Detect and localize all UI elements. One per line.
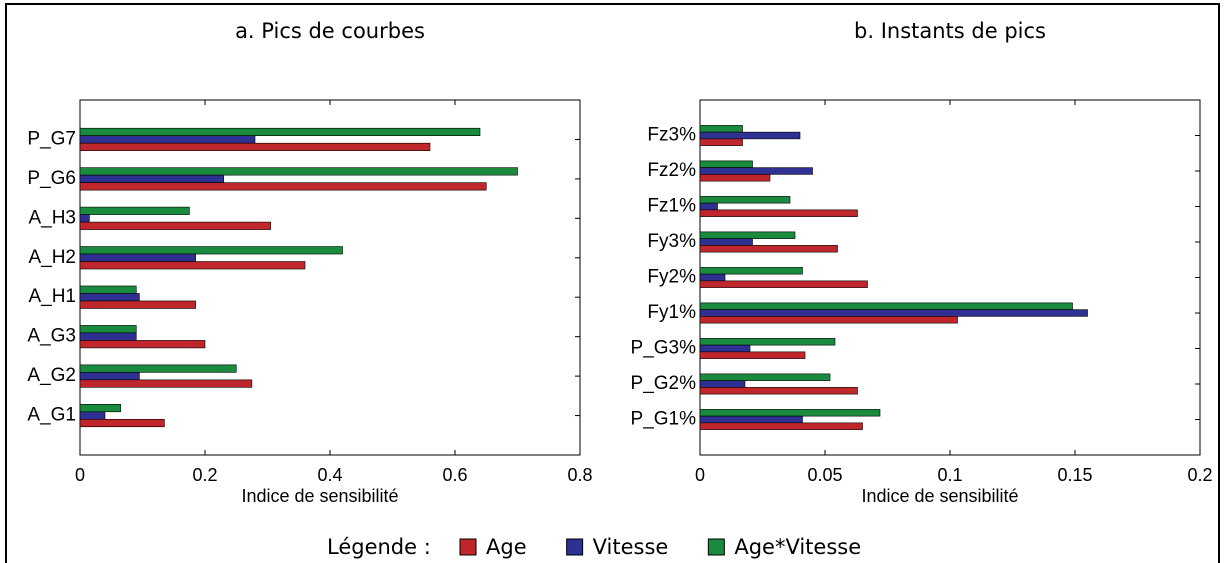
x-tick-label: 0.15 xyxy=(1057,465,1092,485)
bar xyxy=(699,273,726,282)
bar xyxy=(699,267,803,275)
bar xyxy=(79,142,431,151)
legend-swatch xyxy=(459,538,477,556)
bar xyxy=(79,135,256,144)
x-tick-label: 0.05 xyxy=(807,465,842,485)
bar xyxy=(699,302,1073,310)
bar xyxy=(79,174,225,183)
x-tick-label: 0.2 xyxy=(1187,465,1212,485)
bar xyxy=(79,332,137,341)
x-tick-label: 0.6 xyxy=(442,465,467,485)
bar xyxy=(699,125,743,133)
x-axis-label: Indice de sensibilité xyxy=(861,486,1018,506)
x-tick-label: 0.8 xyxy=(567,465,592,485)
legend-swatch xyxy=(707,538,725,556)
bar xyxy=(79,221,271,230)
y-tick-label: Fz2% xyxy=(647,160,696,181)
bar xyxy=(79,206,190,215)
bar xyxy=(79,214,90,223)
bar xyxy=(699,344,751,353)
bar xyxy=(79,167,518,176)
x-axis-label: Indice de sensibilité xyxy=(241,486,398,506)
bar xyxy=(699,373,831,381)
bar xyxy=(699,160,753,168)
bar xyxy=(79,127,481,136)
y-tick-label: Fz3% xyxy=(647,125,696,146)
plot-area xyxy=(699,99,1201,456)
bar xyxy=(79,325,137,334)
legend-swatch xyxy=(566,538,584,556)
bar xyxy=(79,300,196,309)
bar xyxy=(699,138,743,146)
y-tick-label: P_G7 xyxy=(27,128,76,149)
x-tick-label: 0 xyxy=(695,465,705,485)
y-tick-label: P_G1% xyxy=(631,409,697,430)
bar xyxy=(699,231,796,239)
bar xyxy=(699,209,858,217)
bar xyxy=(699,238,753,246)
y-tick-label: Fy2% xyxy=(647,267,696,288)
bar xyxy=(699,196,791,204)
bar xyxy=(699,316,958,324)
bar xyxy=(699,167,813,175)
bar xyxy=(79,182,487,191)
x-tick-label: 0.4 xyxy=(317,465,342,485)
bar xyxy=(79,285,137,294)
y-tick-label: A_G2 xyxy=(27,365,76,386)
frame xyxy=(5,3,1220,563)
bar xyxy=(699,174,771,182)
bar xyxy=(79,372,140,381)
bar xyxy=(699,409,881,417)
bar xyxy=(79,293,140,302)
x-tick-label: 0 xyxy=(75,465,85,485)
legend-label: Vitesse xyxy=(593,535,669,559)
chart-title: b. Instants de pics xyxy=(854,19,1046,43)
bar xyxy=(79,261,306,270)
bar xyxy=(79,340,206,349)
bar xyxy=(79,419,165,428)
y-tick-label: Fz1% xyxy=(647,196,696,217)
bar xyxy=(699,351,806,359)
plot-area xyxy=(79,99,581,456)
bar xyxy=(79,246,343,255)
y-tick-label: A_H1 xyxy=(28,286,76,307)
bar xyxy=(699,202,718,211)
bar xyxy=(79,253,196,262)
y-tick-label: A_H3 xyxy=(28,207,76,228)
bar xyxy=(699,245,838,253)
y-tick-label: Fy1% xyxy=(647,302,696,323)
y-tick-label: P_G6 xyxy=(27,168,76,189)
bar xyxy=(699,415,803,424)
bar xyxy=(699,387,858,395)
bar xyxy=(699,422,863,430)
y-tick-label: A_H2 xyxy=(28,247,76,268)
y-tick-label: A_G1 xyxy=(27,405,76,426)
legend-label: Age xyxy=(486,535,527,559)
chart-title: a. Pics de courbes xyxy=(235,19,425,43)
bar xyxy=(699,338,836,346)
y-tick-label: Fy3% xyxy=(647,231,696,252)
legend-label: Age*Vitesse xyxy=(734,535,861,559)
y-tick-label: P_G3% xyxy=(631,338,697,359)
bar xyxy=(699,280,868,288)
y-tick-label: A_G3 xyxy=(27,326,76,347)
bar xyxy=(79,364,237,373)
bar xyxy=(699,380,746,388)
bar xyxy=(699,309,1088,317)
x-tick-label: 0.2 xyxy=(192,465,217,485)
legend-title: Légende : xyxy=(327,535,431,559)
y-tick-label: P_G2% xyxy=(631,373,697,394)
bar xyxy=(79,379,253,388)
bar xyxy=(699,131,801,140)
x-tick-label: 0.1 xyxy=(937,465,962,485)
bar xyxy=(79,411,106,420)
bar xyxy=(79,404,121,413)
